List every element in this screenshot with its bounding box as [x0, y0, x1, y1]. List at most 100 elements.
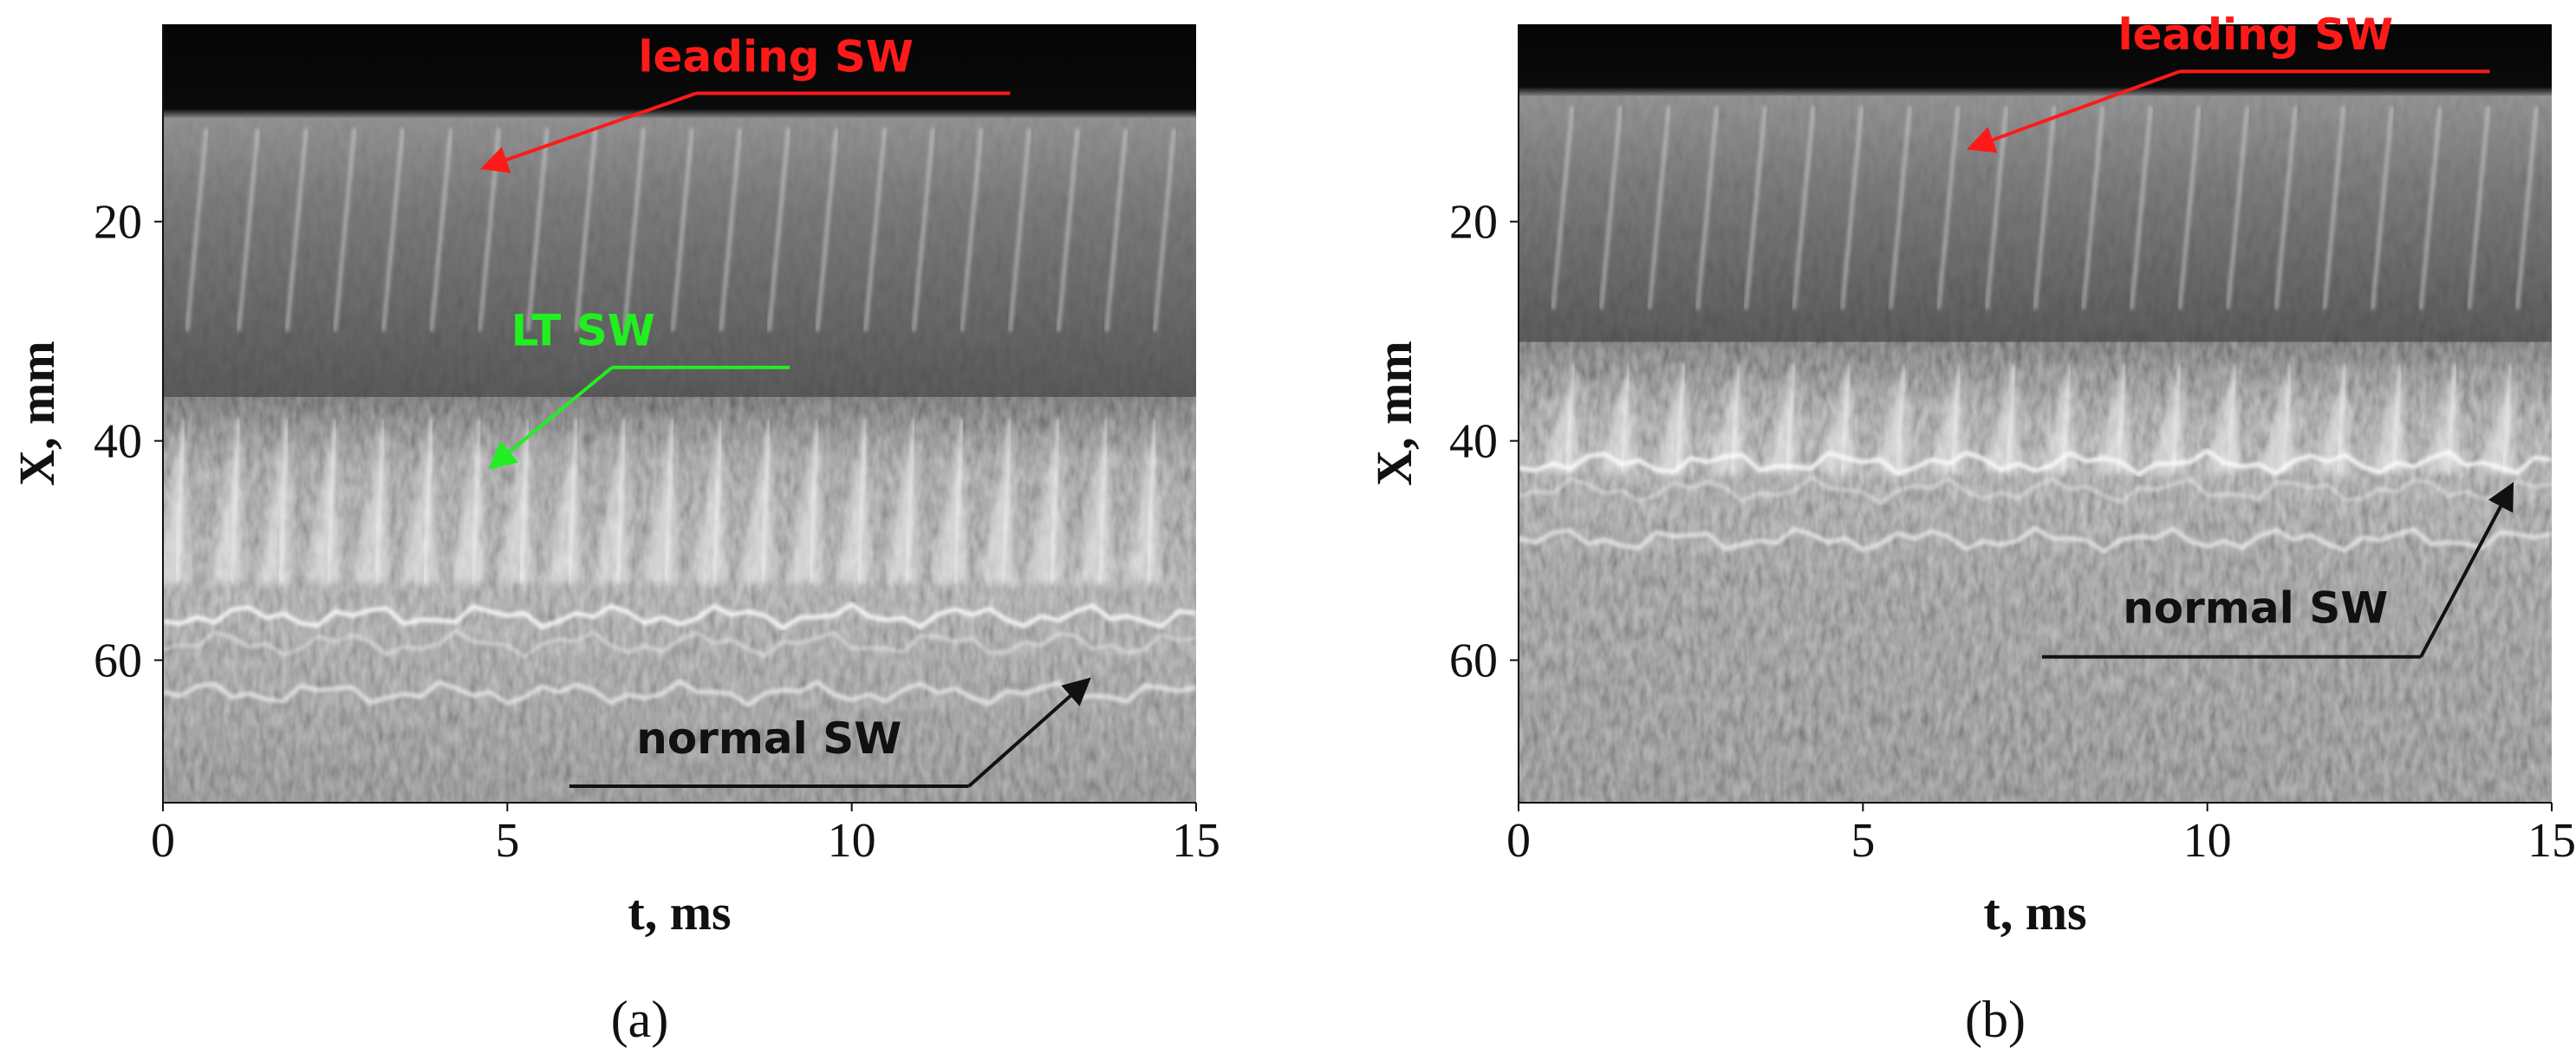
- normal-sw-front: [163, 602, 1196, 631]
- annotation-label-lt: LT SW: [511, 306, 655, 356]
- leading-sw-streak: [1008, 127, 1031, 332]
- lt-sw-peak: [2481, 364, 2516, 474]
- lt-sw-edge: [1146, 419, 1156, 584]
- leading-sw-streak: [1599, 106, 1623, 310]
- leading-sw-streak: [429, 127, 453, 332]
- leading-sw-streak: [1551, 106, 1574, 310]
- leading-sw-streak: [719, 127, 742, 332]
- panel-a-image: [163, 24, 1196, 803]
- leading-sw-streak: [2033, 106, 2057, 310]
- lt-sw-edge: [664, 419, 674, 584]
- panel-b-annotations: leading SW normal SW: [1966, 10, 2514, 659]
- lt-sw-peak: [209, 419, 244, 584]
- annotation-arrow-normal: [2419, 481, 2514, 658]
- lt-sw-edge: [2391, 363, 2402, 474]
- lt-sw-edge: [2116, 363, 2126, 474]
- leading-sw-streak: [1104, 127, 1128, 332]
- annotation-arrow-lt: [488, 366, 614, 470]
- lt-sw-peak: [691, 419, 726, 584]
- panel-b: 0 5 10 15 20 40 60 leading SW normal SW t, ms X…: [1366, 10, 2576, 1048]
- lt-sw-peak: [1654, 364, 1689, 474]
- lt-sw-peak: [980, 419, 1016, 584]
- panel-b-xlabel: t, ms: [1983, 884, 2086, 941]
- x-tick-label: 15: [2527, 814, 2576, 868]
- lt-sw-edge: [1675, 363, 1686, 474]
- annotation-arrow-normal: [967, 677, 1091, 788]
- leading-sw-streak: [2515, 106, 2539, 310]
- heatmap-noise: [1519, 342, 2552, 803]
- leading-sw-streak: [2130, 106, 2153, 310]
- lt-sw-edge: [519, 419, 530, 584]
- leading-sw-streak: [767, 127, 790, 332]
- lt-sw-edge: [423, 419, 433, 584]
- panel-a-annotations: leading SW LT SW normal SW: [479, 31, 1091, 789]
- leading-sw-streak: [671, 127, 694, 332]
- lt-sw-edge: [760, 419, 771, 584]
- panel-a: 0 5 10 15 20 40 60 leading SW LT SW normal SW t,…: [9, 24, 1220, 1048]
- lt-sw-peak: [643, 419, 679, 584]
- lt-sw-peak: [1709, 364, 1745, 474]
- lt-sw-peak: [2150, 364, 2185, 474]
- lt-sw-edge: [1786, 363, 1796, 474]
- lt-sw-peak: [1125, 419, 1161, 584]
- leading-sw-streak: [1647, 106, 1671, 310]
- leading-sw-streak: [1695, 106, 1719, 310]
- lt-sw-peak: [1985, 364, 2020, 474]
- lt-sw-peak: [450, 419, 485, 584]
- annotation-label-leading: leading SW: [638, 31, 914, 81]
- leading-sw-streak: [2081, 106, 2104, 310]
- leading-sw-streak: [574, 127, 598, 332]
- annotation-label-normal: normal SW: [2123, 583, 2388, 634]
- leading-sw-streak: [1792, 106, 1816, 310]
- lt-sw-edge: [2281, 363, 2292, 474]
- leading-sw-streak: [1840, 106, 1864, 310]
- leading-sw-streak: [1057, 127, 1080, 332]
- lt-sw-peak: [257, 419, 293, 584]
- lt-sw-peak: [1764, 364, 1799, 474]
- annotation-arrow-leading: [479, 91, 697, 173]
- lt-sw-edge: [374, 419, 385, 584]
- leading-sw-streak: [1889, 106, 1912, 310]
- leading-sw-streak: [622, 127, 646, 332]
- panel-a-plot-area: [163, 24, 1196, 803]
- lt-sw-edge: [1050, 419, 1060, 584]
- x-tick-label: 5: [1851, 814, 1875, 868]
- panel-a-ylabel: X, mm: [9, 341, 65, 486]
- lt-sw-peak: [2039, 364, 2075, 474]
- lt-sw-edge: [1896, 363, 1906, 474]
- lt-sw-edge: [615, 419, 626, 584]
- lt-sw-peak: [1029, 419, 1064, 584]
- x-tick-label: 0: [1506, 814, 1531, 868]
- leading-sw-streak: [237, 127, 260, 332]
- panel-b-ylabel: X, mm: [1366, 341, 1422, 486]
- annotation-arrow-leading: [1966, 69, 2181, 153]
- lt-sw-edge: [1001, 419, 1012, 584]
- lt-sw-edge: [2171, 363, 2182, 474]
- lt-sw-peak: [354, 419, 389, 584]
- lt-sw-edge: [857, 419, 868, 584]
- lt-sw-edge: [1620, 363, 1630, 474]
- lt-sw-peak: [884, 419, 920, 584]
- leading-sw-streak: [333, 127, 356, 332]
- panel-a-axes: 0 5 10 15 20 40 60: [94, 24, 1220, 868]
- panel-b-label: (b): [1965, 991, 2026, 1048]
- lt-sw-edge: [230, 419, 240, 584]
- panel-b-plot-area: [1519, 24, 2552, 803]
- leading-sw-streak: [1936, 106, 1960, 310]
- leading-sw-streak: [959, 127, 984, 332]
- y-tick-label: 60: [94, 635, 142, 688]
- lt-sw-peak: [932, 419, 967, 584]
- leading-sw-streak: [2274, 106, 2298, 310]
- leading-sw-streak: [2226, 106, 2249, 310]
- leading-sw-streak: [2322, 106, 2346, 310]
- lt-sw-peak: [739, 419, 775, 584]
- annotation-label-leading: leading SW: [2117, 10, 2393, 60]
- lt-sw-edge: [1951, 363, 1961, 474]
- leading-sw-streak: [1153, 127, 1176, 332]
- lt-sw-edge: [809, 419, 819, 584]
- lt-sw-peak: [1819, 364, 1855, 474]
- y-tick-label: 40: [1449, 415, 1498, 469]
- lt-sw-edge: [278, 419, 289, 584]
- normal-sw-secondary: [1519, 475, 2552, 505]
- lt-sw-peak: [836, 419, 871, 584]
